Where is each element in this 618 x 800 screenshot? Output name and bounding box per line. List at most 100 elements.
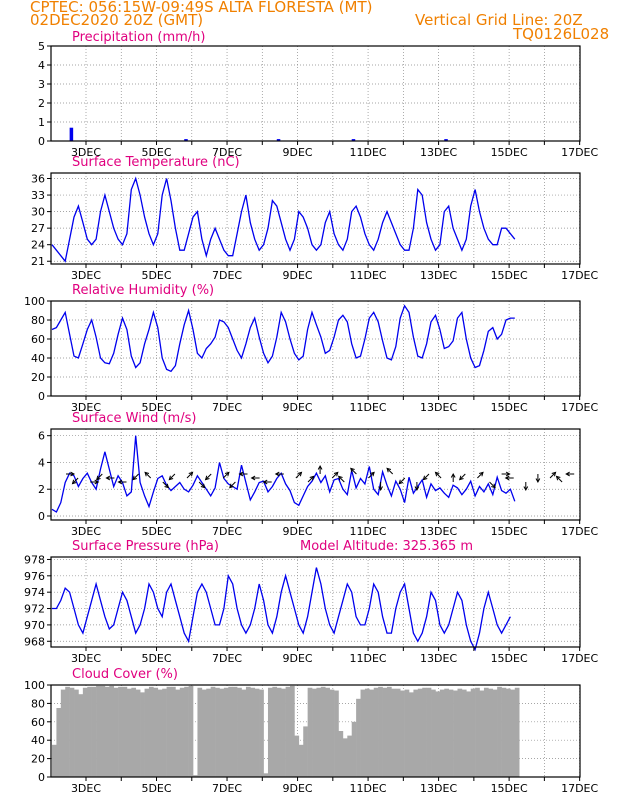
wind-arrow (565, 471, 575, 477)
cloud-bar (483, 687, 489, 777)
series-line (52, 567, 511, 652)
y-tick-label: 80 (31, 314, 45, 327)
wind-arrow (414, 482, 420, 492)
wind-arrow (350, 467, 357, 475)
x-tick-label: 13DEC (420, 525, 457, 538)
wind-arrow (262, 479, 272, 485)
plot-frame (50, 300, 581, 397)
x-tick-label: 7DEC (212, 401, 242, 414)
cloud-bar (215, 687, 220, 777)
cloud-bar (470, 688, 476, 777)
y-tick-label: 24 (31, 239, 45, 252)
y-tick-label: 2 (38, 97, 45, 110)
y-tick-label: 976 (24, 570, 45, 583)
cloud-bar (453, 690, 458, 777)
wind-arrow (523, 482, 529, 492)
plot-frame (50, 556, 581, 648)
cloud-bar (505, 688, 511, 777)
cloud-bar (369, 689, 375, 777)
cloud-bar (391, 688, 397, 777)
wind-arrow (307, 475, 315, 483)
cloud-bar (347, 735, 353, 777)
chart-panel-3: Relative Humidity (%) 0 20 40 60 80 100 3DEC 5DE… (24, 283, 599, 414)
cloud-bar (466, 691, 472, 777)
cloud-bar (140, 692, 145, 777)
x-tick-label: 3DEC (71, 146, 101, 159)
cloud-bar (166, 686, 172, 777)
cloud-bar (426, 687, 432, 777)
plot-frame (50, 45, 581, 142)
cloud-bar (364, 688, 370, 777)
cloud-bar (241, 689, 247, 777)
cloud-bar (338, 731, 344, 777)
cloud-bar (52, 744, 57, 777)
precip-bar (351, 139, 356, 141)
precip-bar (184, 139, 188, 141)
x-tick-label: 9DEC (283, 401, 313, 414)
cloud-bar (439, 689, 445, 777)
cloud-bar (153, 687, 159, 777)
wind-arrow (204, 473, 212, 481)
wind-arrow (117, 479, 127, 485)
cloud-bar (100, 685, 106, 777)
cloud-bar (56, 708, 62, 777)
x-tick-label: 5DEC (141, 146, 171, 159)
x-tick-label: 13DEC (420, 269, 457, 282)
y-tick-label: 2 (38, 483, 45, 496)
series-line (51, 176, 516, 263)
cloud-bar (267, 687, 273, 777)
cloud-bar (316, 687, 322, 777)
cloud-bar (188, 685, 194, 777)
precip-bar (69, 127, 74, 141)
wind-arrow (504, 475, 514, 481)
cloud-bar (69, 687, 75, 777)
cloud-bar (360, 689, 366, 777)
cloud-bar (342, 738, 348, 777)
cloud-bar (197, 687, 203, 777)
wind-arrow (162, 481, 170, 489)
cloud-bar (113, 687, 119, 777)
cloud-bar (497, 686, 502, 777)
cloud-bar (373, 687, 379, 777)
plot-frame (50, 684, 581, 778)
station-header: CPTEC: 056:15W-09:49S ALTA FLORESTA (MT) (30, 0, 373, 16)
cloud-bar (193, 775, 198, 777)
cloud-bar (263, 773, 269, 777)
chart-title: Precipitation (mm/h) (72, 30, 205, 45)
x-tick-label: 17DEC (561, 782, 598, 795)
y-tick-label: 0 (38, 510, 45, 523)
cloud-bar (435, 691, 441, 777)
x-tick-label: 15DEC (491, 269, 528, 282)
y-tick-label: 80 (31, 697, 45, 710)
cloud-bar (118, 686, 123, 777)
cloud-bar (122, 686, 128, 777)
x-tick-label: 5DEC (141, 652, 171, 665)
x-tick-label: 7DEC (212, 146, 242, 159)
cloud-bar (514, 687, 520, 777)
wind-arrow (386, 467, 394, 475)
x-tick-label: 13DEC (420, 652, 457, 665)
cloud-bar (206, 688, 211, 777)
series-line (51, 435, 516, 513)
x-tick-label: 11DEC (350, 269, 387, 282)
y-tick-label: 60 (31, 716, 45, 729)
wind-arrow (549, 471, 557, 479)
cloud-bar (250, 687, 256, 777)
x-tick-label: 5DEC (141, 525, 171, 538)
x-tick-label: 15DEC (491, 782, 528, 795)
x-tick-label: 3DEC (71, 782, 101, 795)
wind-arrow (555, 475, 563, 483)
cloud-bar (201, 689, 207, 777)
cloud-bar (501, 687, 507, 777)
cloud-bar (96, 685, 101, 777)
y-tick-label: 4 (38, 456, 45, 469)
wind-arrow (398, 477, 406, 485)
cloud-bar (175, 689, 181, 777)
wind-arrow (422, 473, 430, 481)
x-tick-label: 3DEC (71, 652, 101, 665)
cloud-bar (148, 686, 154, 777)
x-tick-label: 5DEC (141, 782, 171, 795)
cloud-bar (395, 688, 401, 777)
